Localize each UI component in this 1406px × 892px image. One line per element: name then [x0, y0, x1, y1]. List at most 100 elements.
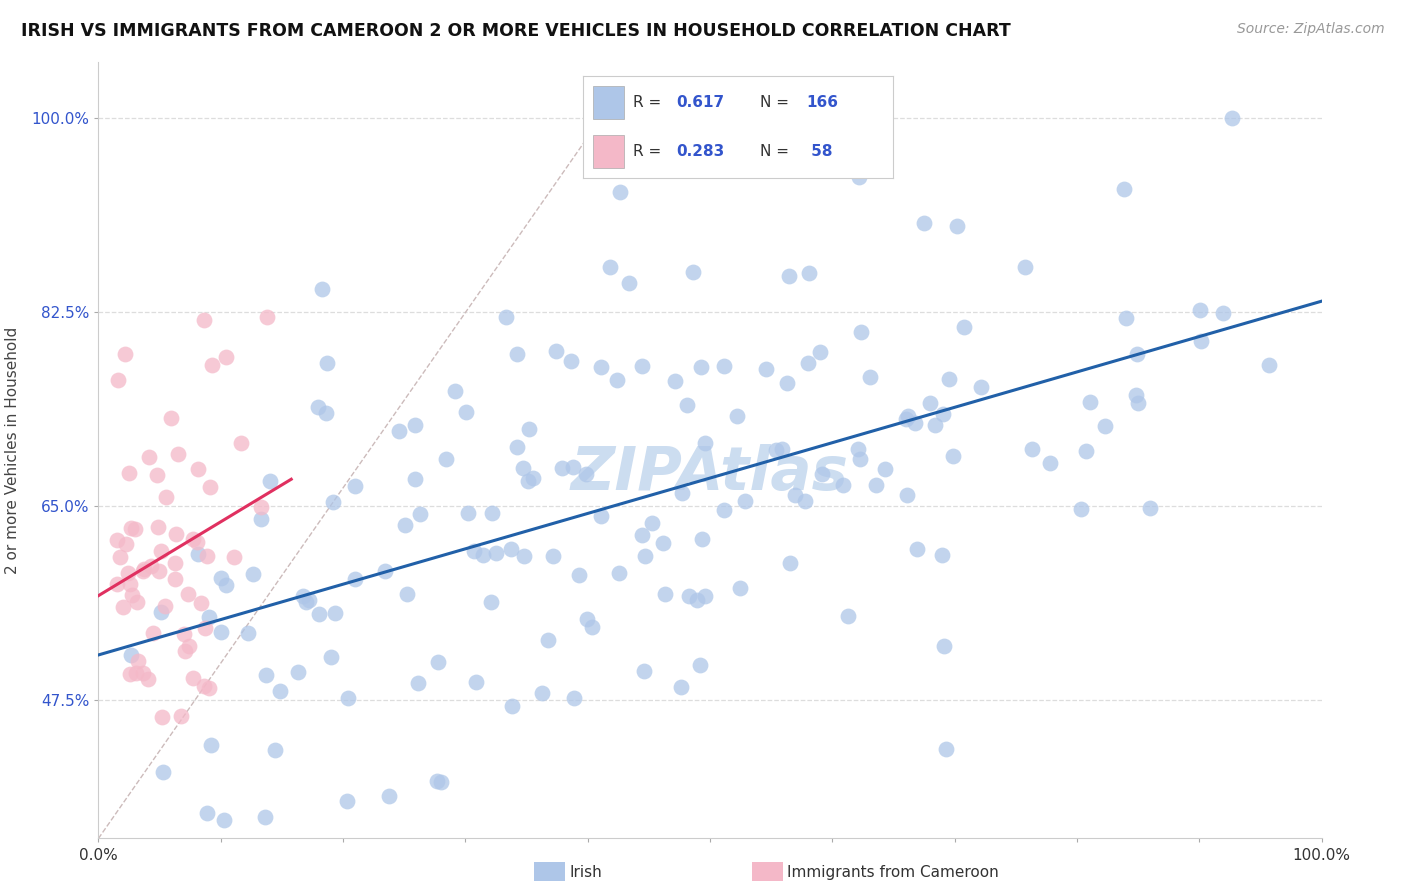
Point	[404, 418, 426, 433]
Point	[1070, 502, 1092, 516]
Text: Source: ZipAtlas.com: Source: ZipAtlas.com	[1237, 22, 1385, 37]
Point	[695, 435, 717, 450]
Point	[778, 269, 800, 284]
Point	[896, 411, 918, 425]
Point	[254, 668, 277, 682]
Point	[1021, 442, 1043, 457]
Point	[808, 344, 831, 359]
Point	[651, 536, 673, 550]
Point	[311, 282, 333, 296]
Point	[907, 542, 929, 557]
Point	[920, 395, 942, 409]
Point	[544, 344, 567, 359]
Point	[215, 350, 238, 364]
Point	[682, 265, 704, 279]
Point	[1078, 395, 1101, 409]
Point	[550, 461, 572, 475]
Point	[374, 564, 396, 578]
Point	[124, 522, 146, 536]
Point	[187, 547, 209, 561]
Point	[132, 564, 155, 578]
Point	[153, 599, 176, 613]
Point	[152, 765, 174, 780]
Point	[541, 549, 564, 564]
Point	[495, 310, 517, 324]
Point	[322, 495, 344, 509]
Point	[259, 474, 281, 488]
Point	[177, 639, 200, 653]
Text: 166: 166	[806, 95, 838, 110]
Point	[170, 709, 193, 723]
Point	[575, 467, 598, 482]
Point	[115, 537, 138, 551]
Point	[1126, 347, 1149, 361]
Point	[831, 477, 853, 491]
Point	[173, 627, 195, 641]
Text: N =: N =	[759, 95, 793, 110]
Point	[1076, 444, 1098, 458]
Point	[298, 592, 321, 607]
Point	[454, 405, 477, 419]
Point	[896, 488, 918, 502]
Point	[105, 533, 128, 547]
Point	[114, 347, 136, 361]
Point	[848, 442, 870, 456]
Point	[287, 665, 309, 679]
Text: ZIPAtlas: ZIPAtlas	[571, 444, 849, 503]
Point	[108, 549, 131, 564]
Point	[190, 596, 212, 610]
Point	[897, 409, 920, 423]
Point	[560, 353, 582, 368]
Point	[581, 620, 603, 634]
Point	[501, 698, 523, 713]
Text: 0.617: 0.617	[676, 95, 724, 110]
Point	[1139, 501, 1161, 516]
Point	[686, 593, 709, 607]
Point	[785, 488, 807, 502]
Point	[776, 376, 799, 391]
Point	[713, 359, 735, 373]
Point	[209, 571, 232, 585]
Point	[690, 532, 713, 546]
Point	[865, 478, 887, 492]
Bar	[593, 87, 624, 119]
Point	[631, 528, 654, 542]
Point	[187, 461, 209, 475]
Text: N =: N =	[759, 145, 793, 160]
Point	[499, 542, 522, 557]
Point	[127, 595, 149, 609]
Bar	[593, 136, 624, 168]
Point	[138, 673, 160, 687]
Point	[810, 467, 832, 481]
Point	[138, 450, 160, 464]
Point	[755, 362, 778, 376]
Y-axis label: 2 or more Vehicles in Household: 2 or more Vehicles in Household	[6, 326, 20, 574]
Point	[695, 589, 717, 603]
Point	[932, 408, 955, 422]
Point	[935, 742, 957, 756]
Point	[591, 360, 613, 375]
Point	[146, 519, 169, 533]
Point	[607, 566, 630, 581]
Point	[186, 535, 208, 549]
Point	[263, 743, 285, 757]
Point	[198, 681, 221, 695]
Point	[903, 416, 925, 430]
Point	[522, 471, 544, 485]
Point	[479, 595, 502, 609]
Point	[177, 587, 200, 601]
Point	[343, 573, 366, 587]
Point	[200, 739, 222, 753]
Point	[209, 625, 232, 640]
Point	[378, 789, 401, 803]
Point	[148, 564, 170, 578]
Point	[323, 606, 346, 620]
Point	[797, 266, 820, 280]
Point	[336, 691, 359, 706]
Point	[1014, 260, 1036, 274]
Point	[118, 466, 141, 480]
Point	[163, 556, 186, 570]
Point	[142, 626, 165, 640]
Point	[567, 567, 589, 582]
Point	[198, 610, 221, 624]
